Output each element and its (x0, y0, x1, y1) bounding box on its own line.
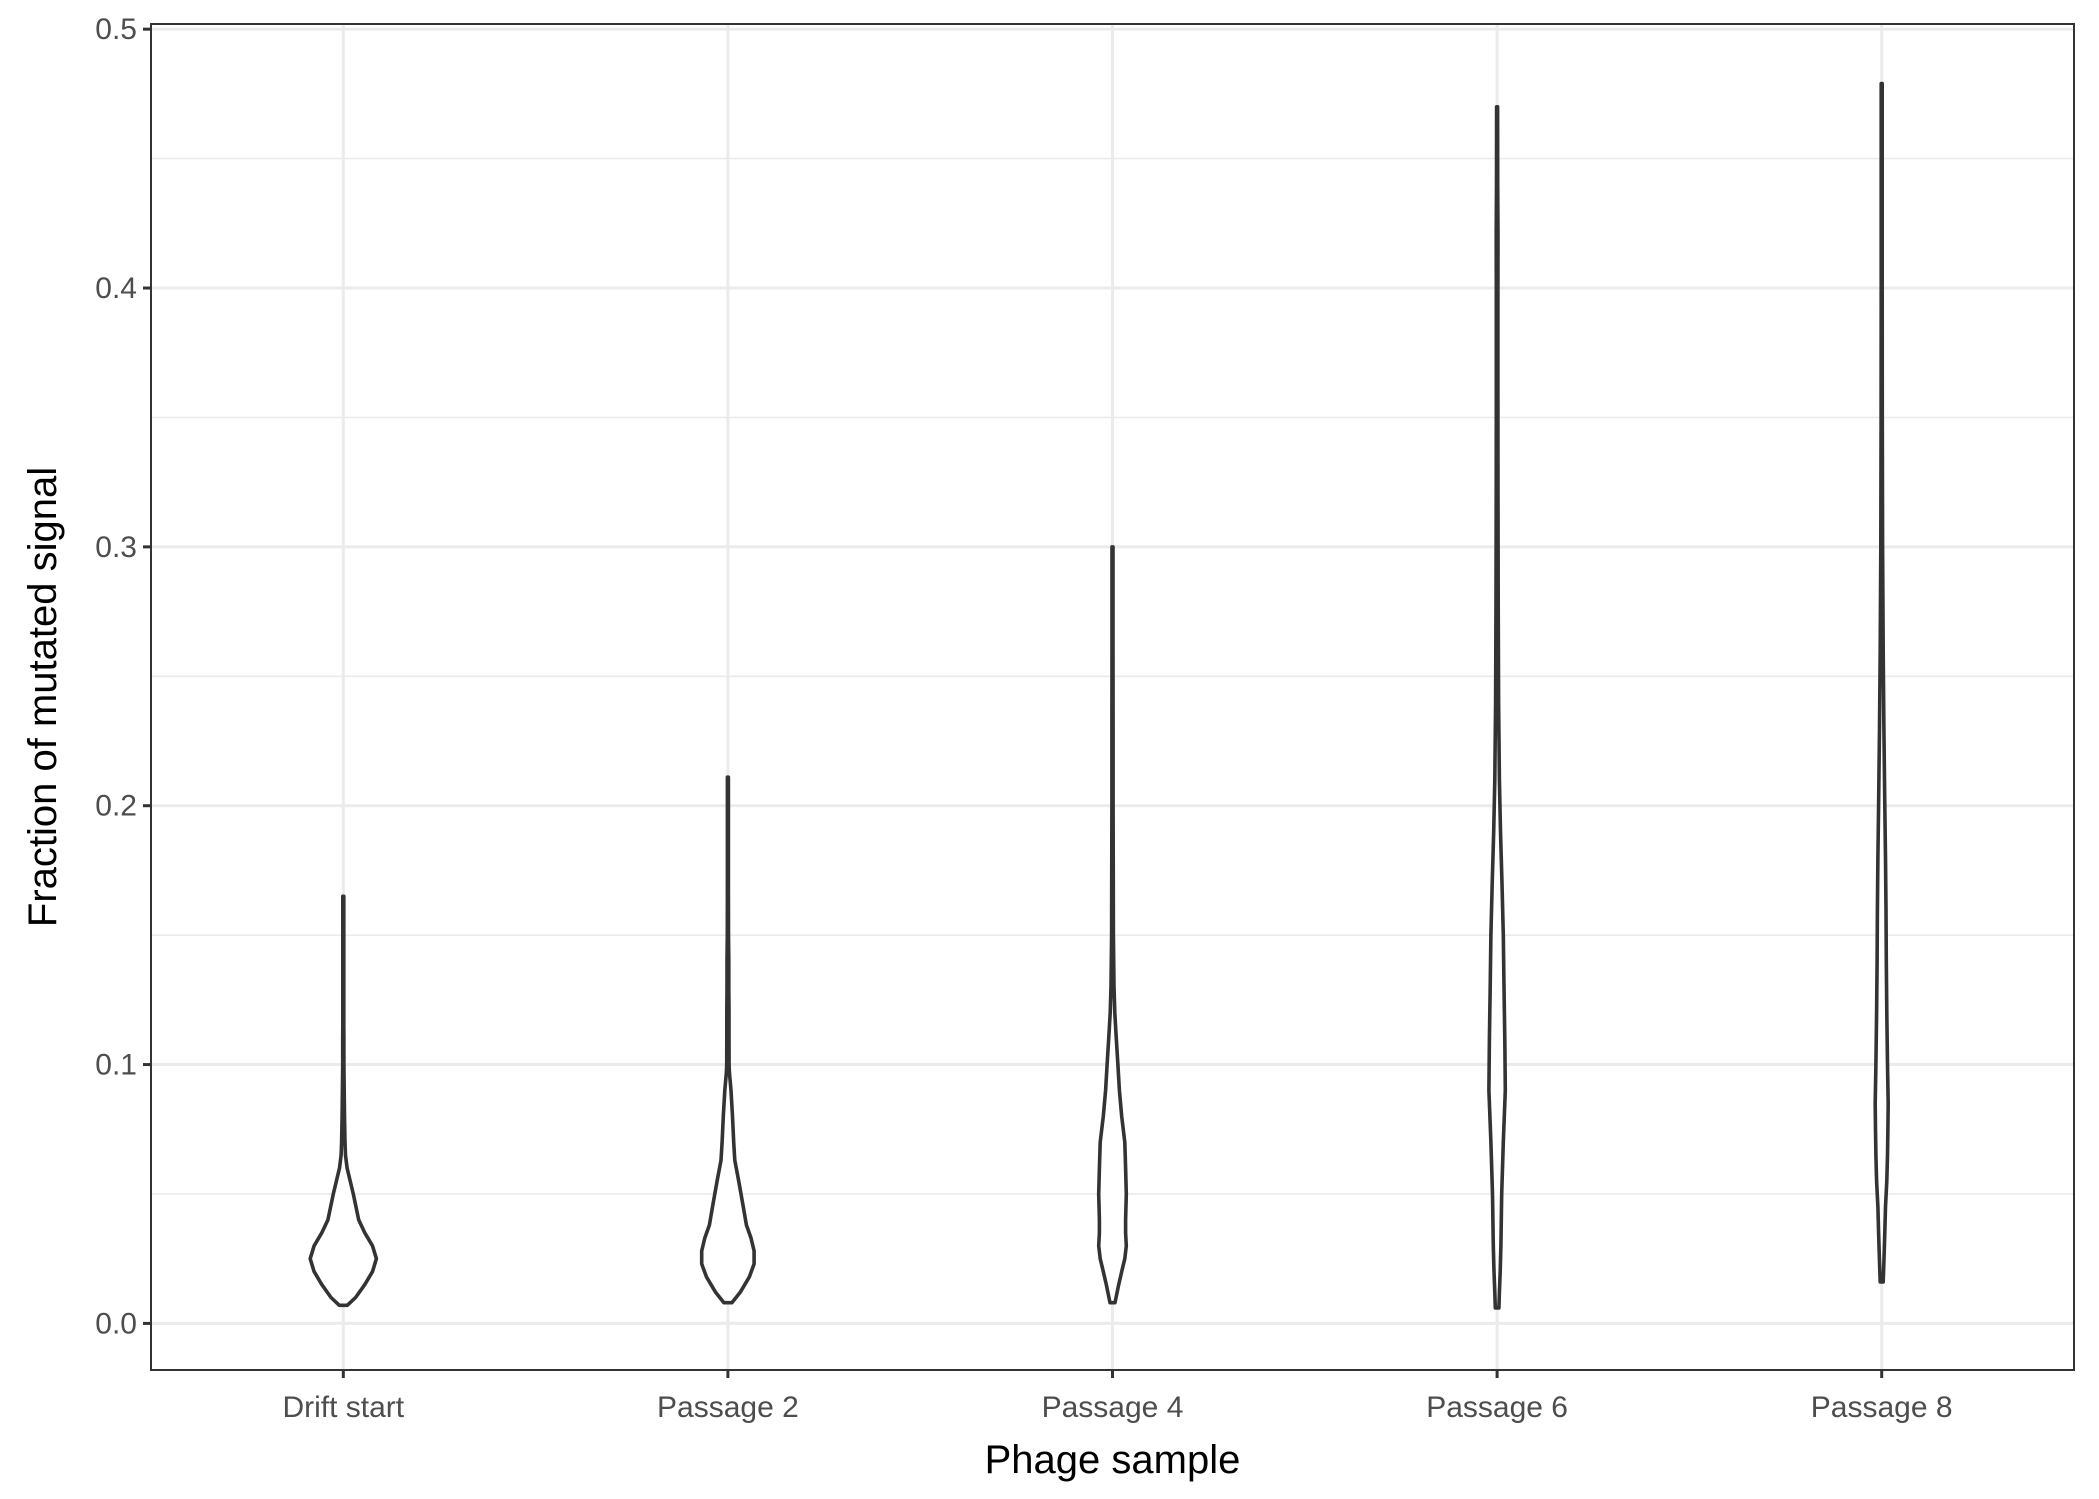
x-axis-title: Phage sample (985, 1438, 1241, 1482)
violin-drift-start (308, 894, 379, 1308)
tick-labels: 0.0 0.1 0.2 0.3 0.4 0.5 Drift start Passage 2 Pa… (95, 13, 1952, 1424)
x-tick-label: Passage 2 (657, 1391, 799, 1424)
violin-passage-2 (699, 775, 756, 1305)
violins (308, 81, 1890, 1310)
y-tick-label: 0.4 (95, 272, 137, 305)
x-tick-label: Passage 4 (1042, 1391, 1184, 1424)
axis-ticks (143, 27, 1884, 1378)
x-tick-label: Passage 6 (1426, 1391, 1568, 1424)
y-tick-label: 0.1 (95, 1049, 137, 1082)
violin-passage-4 (1096, 545, 1129, 1305)
y-tick-label: 0.5 (95, 13, 137, 46)
y-tick-label: 0.2 (95, 790, 137, 823)
y-tick-label: 0.3 (95, 531, 137, 564)
violin-passage-8 (1873, 81, 1890, 1284)
y-axis-title: Fraction of mutated signal (21, 467, 65, 927)
x-tick-label: Passage 8 (1811, 1391, 1953, 1424)
y-tick-label: 0.0 (95, 1307, 137, 1340)
x-tick-label: Drift start (282, 1391, 404, 1424)
violin-passage-6 (1487, 105, 1508, 1310)
